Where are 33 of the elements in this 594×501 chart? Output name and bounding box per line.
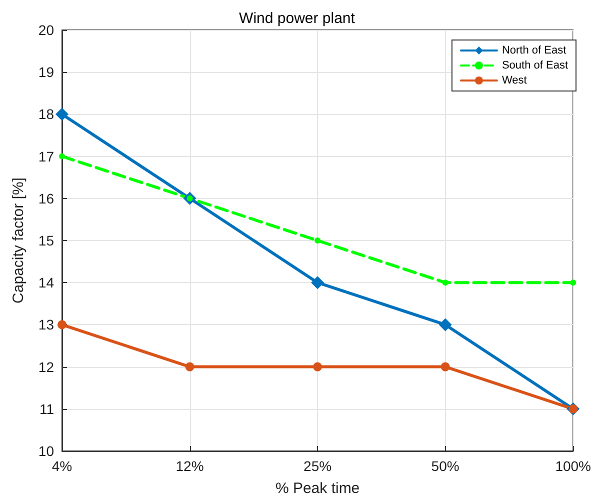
point <box>58 320 66 330</box>
point <box>59 153 65 160</box>
y-tick-label: 15 <box>38 232 54 248</box>
y-tick-label: 14 <box>38 274 54 291</box>
x-tick-label: 25% <box>304 458 332 474</box>
x-axis-title: % Peak time <box>275 480 360 497</box>
y-tick-label: 10 <box>38 443 54 459</box>
y-tick-label: 18 <box>38 106 54 122</box>
legend-label: South of East <box>502 60 568 72</box>
point <box>314 238 321 244</box>
x-tick-label: 4% <box>52 458 72 474</box>
x-tick-label: 100% <box>555 458 592 474</box>
point <box>311 276 324 290</box>
point <box>56 108 68 121</box>
x-tick-label: 50% <box>431 458 460 474</box>
point <box>185 362 194 372</box>
y-tick-label: 17 <box>38 148 54 164</box>
point <box>442 280 448 286</box>
y-tick-label: 16 <box>38 190 54 206</box>
point <box>440 362 450 372</box>
point <box>438 318 452 332</box>
y-axis-title: Capacity factor [%] <box>10 178 27 304</box>
y-tick-label: 11 <box>39 400 54 417</box>
x-tick-label: 12% <box>176 458 204 474</box>
point <box>570 280 576 286</box>
y-tick-label: 13 <box>38 316 54 333</box>
y-tick-label: 20 <box>38 22 54 38</box>
y-tick-label: 12 <box>38 358 54 375</box>
legend-label: West <box>502 74 527 86</box>
legend-label: North of East <box>502 44 566 56</box>
point <box>313 362 322 372</box>
y-tick-label: 19 <box>38 64 54 80</box>
chart-title: Wind power plant <box>239 10 356 27</box>
